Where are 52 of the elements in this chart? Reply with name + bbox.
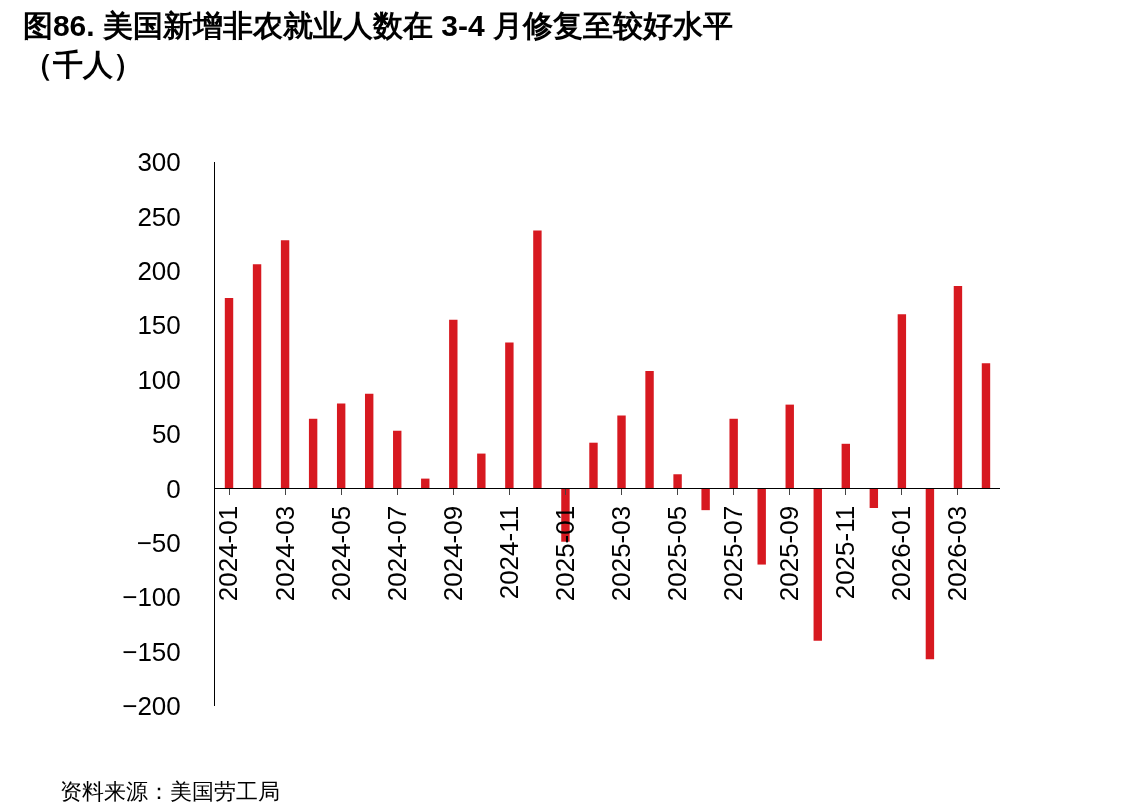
bar (897, 314, 907, 489)
x-tick-label: 2024-11 (493, 505, 524, 600)
x-tick-label: 2024-09 (437, 505, 468, 602)
x-tick-label: 2024-01 (213, 505, 244, 602)
x-tick-label: 2025-11 (830, 505, 861, 600)
bar (364, 393, 374, 489)
bar (645, 370, 654, 489)
bar (841, 443, 851, 489)
bar (280, 240, 290, 489)
bar (981, 363, 991, 489)
bar (673, 474, 682, 489)
x-tick-label: 2025-03 (605, 505, 636, 602)
bar (393, 430, 402, 489)
bar (813, 488, 822, 641)
text: 资料来源：美国劳工局 (60, 779, 280, 804)
bar (701, 488, 710, 511)
y-tick-label: 300 (137, 147, 181, 178)
bar (953, 286, 963, 489)
y-tick-label: 50 (151, 419, 181, 450)
bar (224, 298, 234, 489)
bar (336, 403, 346, 489)
bar (308, 418, 318, 489)
bar (785, 404, 794, 489)
x-tick-label: 2024-05 (325, 505, 356, 602)
x-tick-label: 2025-09 (774, 505, 805, 602)
x-tick-label: 2025-07 (718, 505, 749, 602)
x-tick-label: 2026-03 (942, 505, 973, 602)
bar (533, 230, 542, 489)
bar (757, 488, 766, 565)
bar (477, 453, 486, 489)
y-tick-label: 100 (137, 364, 181, 395)
y-tick-label: −100 (122, 582, 181, 613)
chart-title: 图86. 美国新增非农就业人数在 3-4 月修复至较好水平（千人） (22, 9, 733, 81)
x-tick-label: 2025-01 (549, 505, 580, 602)
bar (617, 415, 626, 489)
y-tick-label: 150 (137, 310, 181, 341)
x-tick-label: 2024-03 (269, 505, 300, 602)
bar (449, 319, 458, 489)
bar (925, 488, 935, 660)
y-tick-label: 200 (137, 255, 181, 286)
y-tick-label: 250 (137, 201, 181, 232)
bar (589, 442, 598, 489)
bar (505, 342, 514, 489)
y-tick-label: −200 (122, 691, 181, 722)
y-tick-label: −150 (122, 636, 181, 667)
y-tick-label: −50 (136, 527, 181, 558)
bar (252, 264, 262, 489)
x-tick-label: 2026-01 (886, 505, 917, 602)
x-tick-label: 2024-07 (381, 505, 412, 602)
y-tick-label: 0 (166, 473, 181, 504)
bar (729, 418, 738, 489)
x-tick-label: 2025-05 (662, 505, 693, 602)
